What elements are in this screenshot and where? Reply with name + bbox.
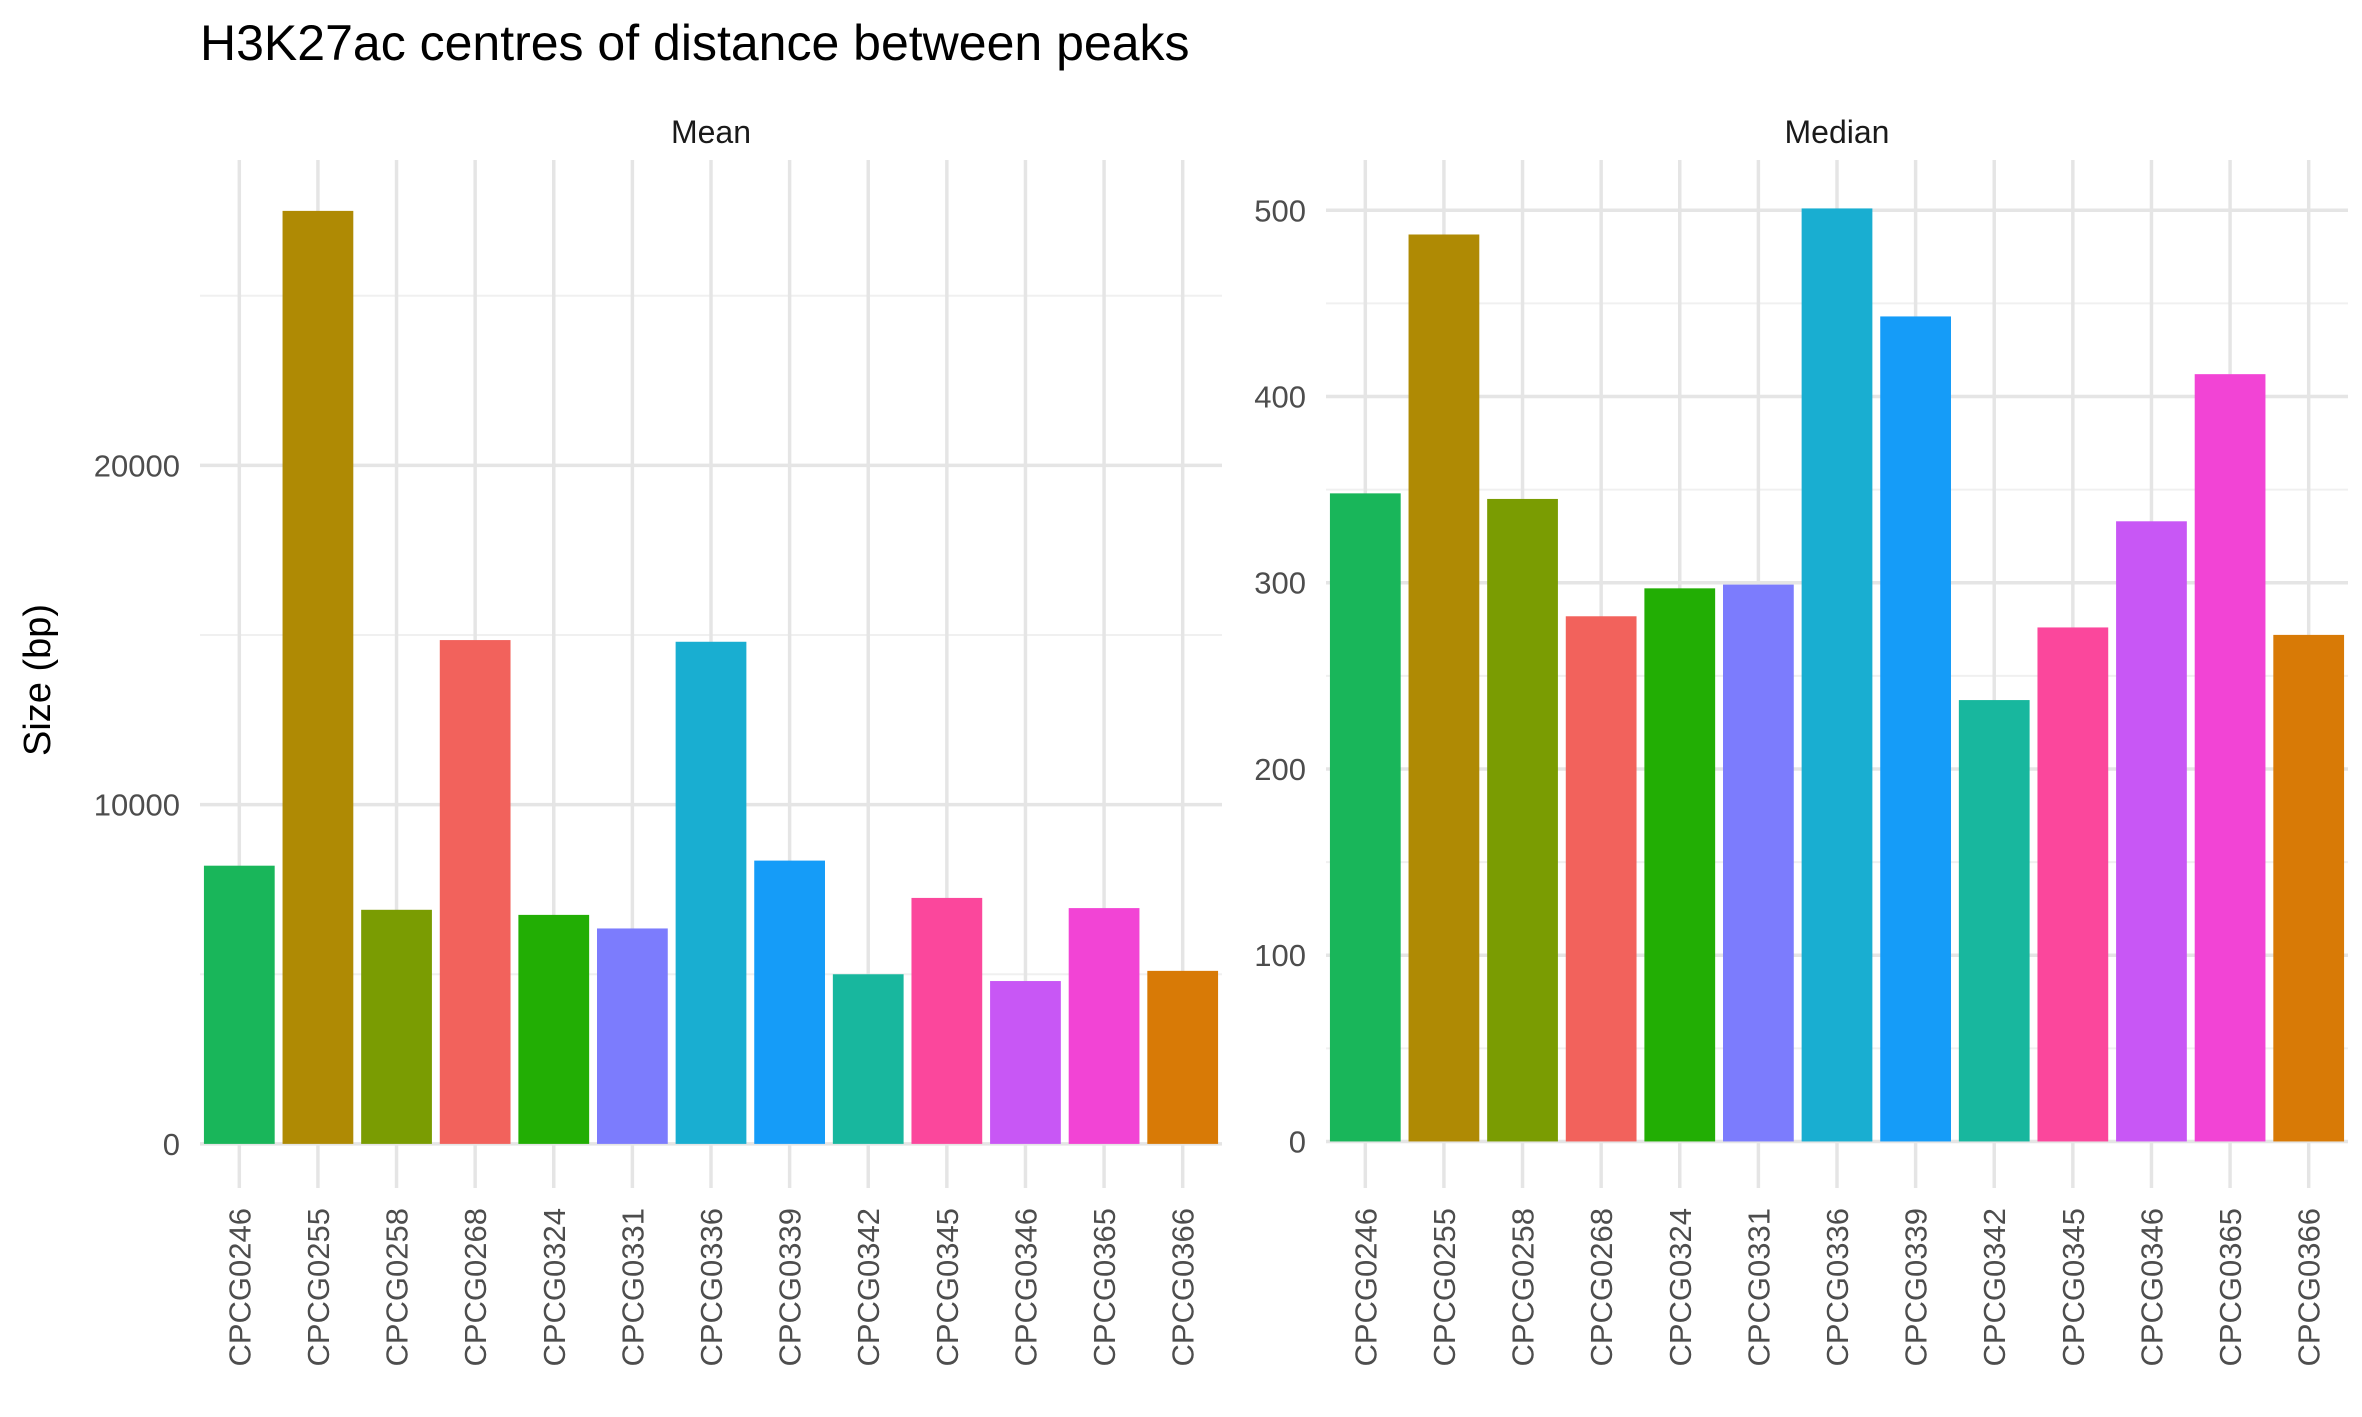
bar-cpcg0246 (203, 865, 275, 1144)
y-tick-label: 10000 (94, 788, 180, 823)
x-tick-label: CPCG0331 (615, 1208, 650, 1367)
bar-cpcg0268 (1565, 616, 1637, 1142)
x-tick-label: CPCG0258 (1506, 1208, 1541, 1367)
x-tick-label: CPCG0345 (2056, 1208, 2091, 1367)
bar-cpcg0365 (2194, 374, 2266, 1142)
y-axis-label: Size (bp) (17, 604, 59, 756)
x-tick-label: CPCG0324 (537, 1208, 572, 1367)
panel-strip-label: Mean (671, 114, 751, 150)
y-tick-label: 200 (1254, 752, 1306, 787)
x-tick-label: CPCG0346 (2134, 1208, 2169, 1367)
bar-cpcg0258 (361, 909, 432, 1144)
bar-cpcg0365 (1068, 908, 1140, 1144)
bar-cpcg0324 (1644, 588, 1716, 1142)
x-tick-label: CPCG0324 (1663, 1208, 1698, 1367)
x-tick-label: CPCG0339 (773, 1208, 808, 1367)
bar-cpcg0339 (754, 860, 825, 1144)
x-tick-label: CPCG0255 (1427, 1208, 1462, 1367)
bar-cpcg0342 (1958, 700, 2030, 1142)
bar-cpcg0331 (597, 928, 668, 1144)
bar-cpcg0346 (2116, 521, 2187, 1142)
bar-cpcg0331 (1723, 584, 1794, 1142)
x-tick-label: CPCG0345 (930, 1208, 965, 1367)
bar-cpcg0345 (2037, 627, 2109, 1142)
x-tick-label: CPCG0346 (1008, 1208, 1043, 1367)
x-tick-label: CPCG0246 (1348, 1208, 1383, 1367)
panel-strip-label: Median (1785, 114, 1890, 150)
x-tick-label: CPCG0268 (1584, 1208, 1619, 1367)
y-tick-label: 300 (1254, 566, 1306, 601)
bar-cpcg0339 (1880, 316, 1951, 1142)
bar-cpcg0324 (518, 914, 590, 1144)
bar-cpcg0268 (439, 640, 511, 1144)
bar-cpcg0366 (2273, 634, 2345, 1142)
x-tick-label: CPCG0366 (1166, 1208, 1201, 1367)
bar-cpcg0366 (1147, 970, 1219, 1144)
x-tick-label: CPCG0336 (1820, 1208, 1855, 1367)
x-tick-label: CPCG0365 (1087, 1208, 1122, 1367)
bar-cpcg0255 (282, 210, 354, 1144)
bar-cpcg0342 (832, 974, 904, 1144)
bar-cpcg0345 (911, 897, 983, 1144)
bar-cpcg0255 (1408, 234, 1480, 1142)
bar-cpcg0258 (1487, 498, 1558, 1142)
y-tick-label: 100 (1254, 938, 1306, 973)
x-tick-label: CPCG0339 (1899, 1208, 1934, 1367)
x-tick-label: CPCG0268 (458, 1208, 493, 1367)
bar-cpcg0336 (675, 641, 747, 1144)
y-tick-label: 400 (1254, 380, 1306, 415)
y-tick-label: 0 (163, 1127, 180, 1162)
x-tick-label: CPCG0331 (1741, 1208, 1776, 1367)
bar-cpcg0346 (990, 981, 1061, 1144)
y-tick-label: 20000 (94, 448, 180, 483)
bar-cpcg0336 (1801, 208, 1873, 1142)
x-tick-label: CPCG0342 (851, 1208, 886, 1367)
x-tick-label: CPCG0246 (222, 1208, 257, 1367)
panel-mean: Mean 0 10000 20000 CPCG0246 CPCG0255 CPCG0258 C… (94, 114, 1222, 1367)
panel-median: Median 0 100 200 300 400 500 CPCG0246 CPCG0255 CP… (1254, 114, 2348, 1367)
x-tick-label: CPCG0255 (301, 1208, 336, 1367)
bar-cpcg0246 (1329, 493, 1401, 1142)
x-tick-label: CPCG0258 (380, 1208, 415, 1367)
x-tick-label: CPCG0365 (2213, 1208, 2248, 1367)
y-tick-label: 0 (1289, 1124, 1306, 1159)
x-tick-label: CPCG0336 (694, 1208, 729, 1367)
x-tick-label: CPCG0366 (2292, 1208, 2327, 1367)
x-tick-label: CPCG0342 (1977, 1208, 2012, 1367)
y-tick-label: 500 (1254, 193, 1306, 228)
chart-title: H3K27ac centres of distance between peak… (200, 15, 1190, 71)
